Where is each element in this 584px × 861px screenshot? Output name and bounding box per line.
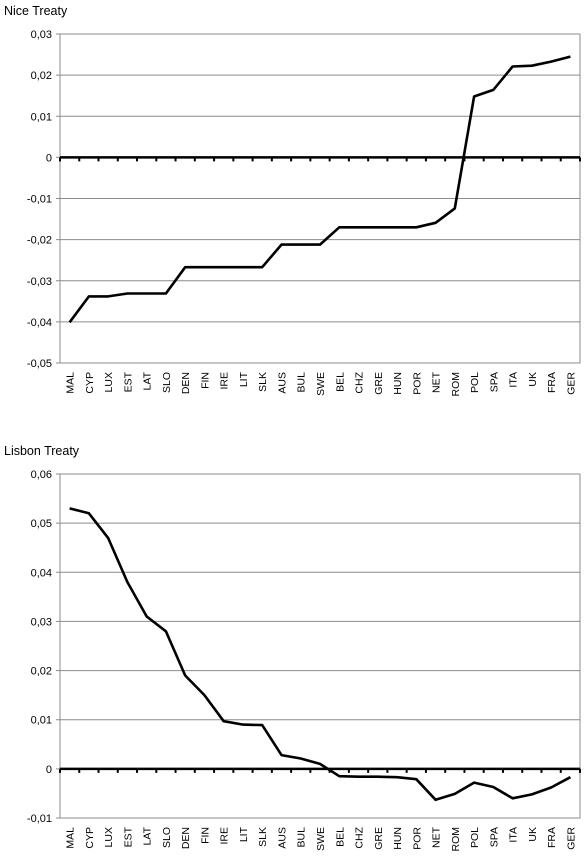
x-tick-label: POL	[469, 827, 481, 848]
y-tick-label: -0,01	[27, 194, 52, 206]
y-tick-label: -0,03	[27, 276, 52, 288]
plot-area	[59, 473, 581, 819]
gridlines	[60, 473, 580, 819]
x-tick-label: HUN	[392, 827, 404, 850]
x-tick-label: AUS	[276, 372, 288, 394]
x-tick-label: DEN	[180, 372, 192, 394]
x-tick-label: CYP	[84, 827, 96, 849]
x-tick-label: BUL	[296, 827, 308, 848]
chart-title: Lisbon Treaty	[4, 444, 80, 458]
x-tick-label: GER	[565, 372, 577, 395]
y-tick-label: -0,04	[27, 317, 52, 329]
x-tick-label: ROM	[450, 827, 462, 852]
series-line	[69, 507, 572, 802]
x-tick-label: FIN	[199, 827, 211, 844]
x-axis-ticks: MAL CYP LUX EST LAT SLO DEN FIN IRE LIT SLK AUS BUL S…	[59, 767, 581, 852]
y-tick-label: 0,05	[31, 518, 52, 530]
x-tick-label: CYP	[84, 372, 96, 394]
x-tick-label: FRA	[546, 372, 558, 393]
x-tick-label: LUX	[103, 372, 115, 392]
x-tick-label: POR	[411, 827, 423, 850]
x-tick-label: SPA	[488, 372, 500, 392]
x-tick-label: AUS	[276, 827, 288, 849]
x-tick-label: LUX	[103, 827, 115, 847]
x-tick-label: LIT	[238, 371, 250, 387]
x-tick-label: SLO	[161, 372, 173, 393]
x-tick-label: NET	[431, 371, 443, 393]
x-tick-label: SLK	[257, 372, 269, 392]
y-tick-label: 0,01	[31, 715, 52, 727]
nice-treaty-chart: Nice Treaty -0,05 -0,04 -0,03 -0,02 -0,01 0 0,…	[4, 4, 581, 397]
y-tick-label: 0	[46, 764, 52, 776]
y-tick-label: 0,06	[31, 469, 52, 481]
x-tick-label: LAT	[142, 826, 154, 845]
x-tick-label: SLK	[257, 827, 269, 847]
x-tick-label: ITA	[508, 827, 520, 843]
y-tick-label: -0,01	[27, 813, 52, 825]
x-tick-label: GER	[565, 827, 577, 850]
gridlines	[60, 33, 580, 364]
y-tick-label: 0,02	[31, 70, 52, 82]
chart-title: Nice Treaty	[4, 4, 68, 18]
y-tick-label: -0,02	[27, 235, 52, 247]
x-tick-label: EST	[122, 826, 134, 847]
x-tick-label: EST	[122, 371, 134, 392]
x-tick-label: POL	[469, 372, 481, 393]
x-tick-label: UK	[527, 372, 539, 387]
x-tick-label: GRE	[373, 372, 385, 395]
x-tick-label: MAL	[65, 372, 77, 394]
x-axis-ticks: MAL CYP LUX EST LAT SLO DEN FIN IRE LIT SLK AUS BUL S…	[59, 156, 581, 397]
x-tick-label: MAL	[65, 827, 77, 849]
x-tick-label: LIT	[238, 826, 250, 842]
series-lines	[69, 507, 572, 802]
x-tick-label: LAT	[142, 371, 154, 390]
x-tick-label: BEL	[334, 372, 346, 392]
x-tick-label: POR	[411, 372, 423, 395]
lisbon-treaty-chart: Lisbon Treaty -0,01 0 0,01 0,02 0,03 0,04 0,05…	[4, 444, 581, 852]
x-tick-label: FRA	[546, 827, 558, 848]
x-tick-label: CHZ	[354, 826, 366, 848]
x-tick-label: GRE	[373, 827, 385, 850]
y-tick-label: 0,03	[31, 616, 52, 628]
x-tick-label: SWE	[315, 372, 327, 396]
x-tick-label: FIN	[199, 372, 211, 389]
x-tick-label: IRE	[219, 372, 231, 390]
y-tick-label: 0,01	[31, 111, 52, 123]
x-tick-label: DEN	[180, 827, 192, 849]
y-tick-label: 0,04	[31, 567, 52, 579]
y-tick-label: -0,05	[27, 358, 52, 370]
y-axis-ticks: -0,01 0 0,01 0,02 0,03 0,04 0,05 0,06	[27, 469, 60, 825]
x-tick-label: HUN	[392, 372, 404, 395]
x-tick-label: SWE	[315, 827, 327, 851]
y-axis-ticks: -0,05 -0,04 -0,03 -0,02 -0,01 0 0,01 0,02 0,03	[27, 29, 60, 370]
x-tick-label: BUL	[296, 372, 308, 393]
x-tick-label: CHZ	[354, 371, 366, 393]
y-tick-label: 0,03	[31, 29, 52, 41]
x-tick-label: BEL	[334, 827, 346, 847]
x-tick-label: NET	[431, 826, 443, 848]
x-tick-label: ROM	[450, 372, 462, 397]
series-lines	[68, 55, 571, 324]
x-tick-label: SLO	[161, 827, 173, 848]
x-tick-label: UK	[527, 827, 539, 842]
series-line	[68, 55, 571, 324]
x-tick-label: ITA	[508, 372, 520, 388]
y-tick-label: 0,02	[31, 666, 52, 678]
x-tick-label: SPA	[488, 827, 500, 847]
y-tick-label: 0	[46, 152, 52, 164]
x-tick-label: IRE	[219, 827, 231, 845]
